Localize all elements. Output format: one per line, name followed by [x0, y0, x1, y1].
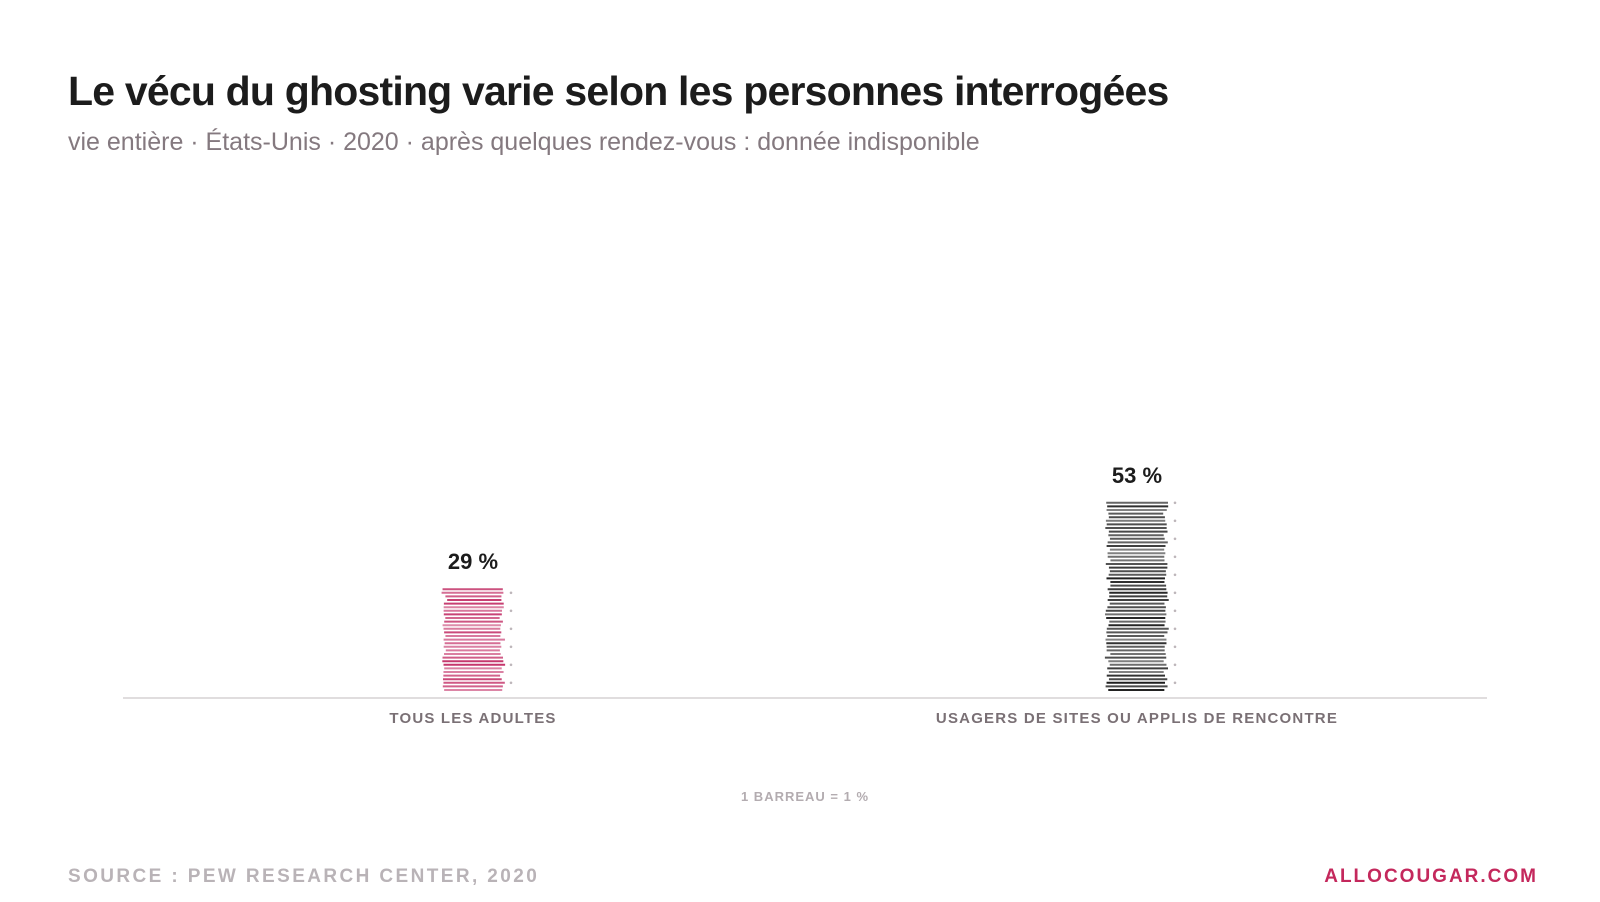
- chart-title: Le vécu du ghosting varie selon les pers…: [68, 68, 1169, 114]
- bar-1: [441, 588, 513, 691]
- scale-dot: [1173, 627, 1177, 631]
- scale-dot: [1173, 663, 1177, 667]
- scale-dot: [509, 663, 513, 667]
- category-label: TOUS LES ADULTES: [389, 710, 556, 727]
- scale-note: 1 BARREAU = 1 %: [741, 789, 869, 804]
- chart-subtitle: vie entière · États-Unis · 2020 · après …: [68, 128, 980, 156]
- scale-dot: [1173, 519, 1177, 523]
- brand-link[interactable]: ALLOCOUGAR.COM: [1324, 866, 1538, 887]
- scale-dot: [1173, 573, 1177, 577]
- source-note: SOURCE : PEW RESEARCH CENTER, 2020: [68, 866, 540, 887]
- scale-dot: [1173, 681, 1177, 685]
- scale-dot: [1173, 609, 1177, 613]
- bar-2: [1104, 501, 1177, 691]
- scale-dot: [1173, 537, 1177, 541]
- scale-dot: [509, 627, 513, 631]
- scale-dot: [1173, 501, 1177, 505]
- scale-dot: [509, 609, 513, 613]
- scale-dot: [509, 645, 513, 649]
- scale-dot: [509, 591, 513, 595]
- scale-dot: [509, 681, 513, 685]
- category-label: USAGERS DE SITES OU APPLIS DE RENCONTRE: [936, 710, 1338, 727]
- scale-dot: [1173, 555, 1177, 559]
- scale-dot: [1173, 645, 1177, 649]
- scale-dot: [1173, 591, 1177, 595]
- value-label: 53 %: [1112, 463, 1162, 488]
- value-label: 29 %: [448, 549, 498, 574]
